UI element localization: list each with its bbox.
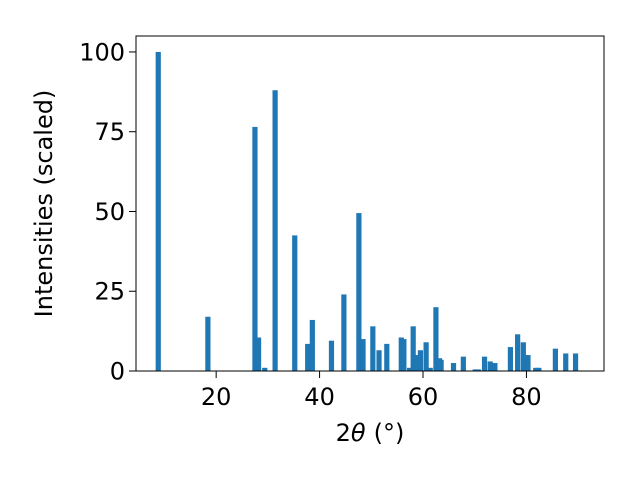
bar [376, 350, 382, 371]
bar [155, 51, 161, 371]
bar [450, 363, 457, 371]
bar [572, 353, 579, 371]
x-axis-label-symbol: θ [351, 419, 366, 447]
bar [406, 367, 413, 371]
bar [252, 126, 258, 372]
bar [360, 339, 366, 371]
bar [472, 369, 478, 371]
bar [262, 367, 268, 371]
bar [370, 326, 376, 371]
bar [305, 343, 311, 371]
bar [292, 235, 298, 371]
bar [520, 342, 526, 371]
bar [438, 359, 444, 371]
bar [533, 367, 539, 371]
bar [492, 363, 498, 371]
bar [423, 342, 429, 371]
x-tick-label: 80 [511, 383, 542, 411]
bar [487, 361, 493, 371]
x-axis-label-unit: (°) [374, 419, 405, 447]
bar [427, 367, 433, 371]
y-axis-label: Intensities (scaled) [30, 90, 58, 318]
plot-frame [135, 35, 605, 372]
bar [460, 356, 466, 371]
x-axis-label-prefix: 2 [336, 419, 351, 447]
bar [536, 367, 542, 371]
bar [515, 334, 521, 371]
bar [481, 356, 488, 371]
y-axis-ticks: 0 25 50 75 100 [79, 38, 136, 386]
y-tick-label: 0 [110, 358, 125, 386]
y-tick-label: 75 [94, 118, 125, 146]
bar [475, 369, 481, 371]
bar [521, 359, 527, 371]
x-tick-label: 20 [201, 383, 232, 411]
bar [552, 348, 558, 371]
bar [255, 337, 262, 371]
x-tick-label: 40 [304, 383, 335, 411]
bar [384, 343, 390, 371]
bar [417, 350, 424, 371]
y-tick-label: 25 [94, 278, 125, 306]
x-tick-label: 60 [408, 383, 439, 411]
bar-series [155, 51, 579, 372]
bar [328, 340, 335, 371]
y-tick-label: 100 [79, 38, 125, 66]
bar [309, 319, 315, 371]
y-tick-label: 50 [94, 198, 125, 226]
bar [525, 355, 531, 371]
bar [205, 316, 211, 371]
bar [563, 353, 569, 371]
x-axis-label: 2θ (°) [336, 419, 405, 447]
bar [507, 347, 513, 371]
bar [272, 90, 278, 372]
x-axis-ticks: 20 40 60 80 [201, 371, 542, 411]
bar [356, 213, 362, 371]
bar [401, 339, 407, 371]
bar [410, 326, 416, 371]
bar [433, 307, 439, 371]
bar [341, 294, 347, 371]
